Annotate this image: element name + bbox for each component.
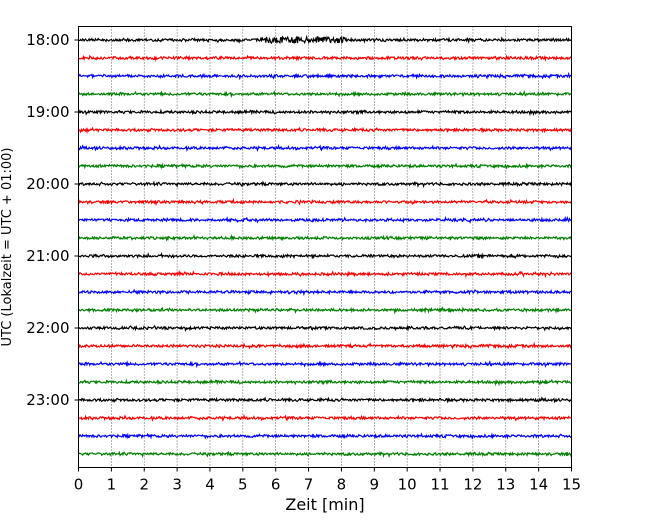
trace-18:00 <box>78 34 573 45</box>
x-tick-label: 6 <box>271 476 281 494</box>
trace-18:45 <box>77 90 572 99</box>
x-tick-label: 5 <box>238 476 248 494</box>
x-tick-label: 2 <box>139 476 149 494</box>
y-axis-ticks: 18:00 19:00 20:00 21:00 22:00 23:00 <box>26 31 79 409</box>
trace-22:45 <box>78 378 572 387</box>
trace-20:15 <box>78 197 572 207</box>
x-axis-label: Zeit [min] <box>285 495 364 514</box>
x-tick-label: 14 <box>529 476 548 494</box>
trace-23:30 <box>77 432 572 440</box>
trace-18:30 <box>77 71 572 81</box>
trace-21:30 <box>77 288 572 297</box>
trace-19:45 <box>78 162 573 170</box>
trace-20:00 <box>77 180 573 189</box>
seismogram-traces <box>77 34 573 459</box>
trace-18:15 <box>78 54 572 63</box>
trace-23:00 <box>78 396 572 404</box>
plot-frame <box>78 26 572 468</box>
x-tick-label: 12 <box>463 476 482 494</box>
x-tick-label: 9 <box>370 476 380 494</box>
x-tick-label: 7 <box>304 476 314 494</box>
x-tick-label: 8 <box>337 476 347 494</box>
trace-22:00 <box>78 324 572 332</box>
trace-23:15 <box>78 413 572 422</box>
y-tick-label: 22:00 <box>26 319 69 337</box>
x-axis-ticks: 0 1 2 3 4 5 6 7 8 9 10 11 12 13 14 15 <box>74 467 581 494</box>
x-tick-label: 1 <box>107 476 117 494</box>
trace-20:30 <box>78 215 572 224</box>
trace-21:00 <box>78 251 572 260</box>
x-tick-label: 3 <box>172 476 182 494</box>
x-tick-label: 15 <box>562 476 581 494</box>
y-tick-label: 21:00 <box>26 247 69 265</box>
trace-19:30 <box>77 143 573 152</box>
trace-19:15 <box>77 126 572 135</box>
trace-21:45 <box>78 306 572 315</box>
x-tick-label: 11 <box>430 476 449 494</box>
x-tick-label: 13 <box>496 476 515 494</box>
y-tick-label: 23:00 <box>26 391 69 409</box>
trace-22:15 <box>77 341 572 350</box>
y-tick-label: 18:00 <box>26 31 69 49</box>
y-tick-label: 19:00 <box>26 103 69 121</box>
x-tick-label: 10 <box>398 476 417 494</box>
x-tick-label: 0 <box>74 476 84 494</box>
trace-21:15 <box>78 269 572 279</box>
trace-19:00 <box>78 108 572 117</box>
x-tick-label: 4 <box>205 476 215 494</box>
y-axis-label: UTC (Lokalzeit = UTC + 01:00) <box>0 148 15 347</box>
y-tick-label: 20:00 <box>26 175 69 193</box>
trace-22:30 <box>78 360 572 369</box>
trace-23:45 <box>78 450 573 459</box>
trace-20:45 <box>77 234 572 242</box>
